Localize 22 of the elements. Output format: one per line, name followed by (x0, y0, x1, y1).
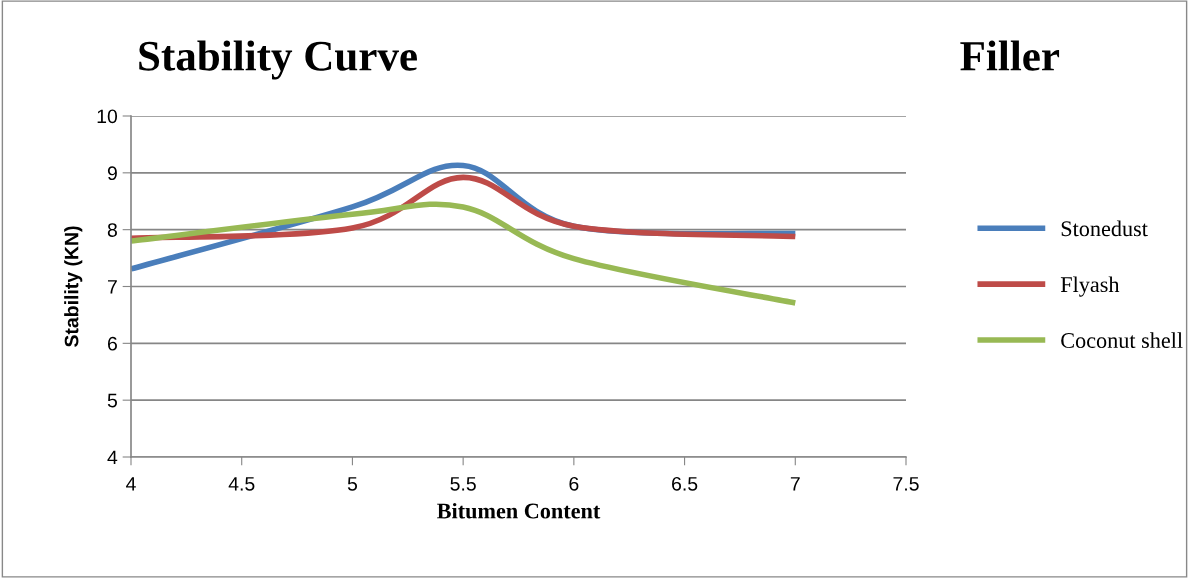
x-tick-label: 7.5 (893, 477, 919, 491)
x-tick-label: 6 (569, 476, 579, 491)
x-tick-label: 6.5 (672, 476, 698, 491)
chart-title: Stability Curve (139, 40, 417, 80)
y-tick-label: 4 (107, 450, 118, 465)
x-axis-title: Bitumen Content (437, 502, 601, 519)
legend-label: Stonedust (1061, 220, 1148, 237)
y-axis-title: Stability (KN) (64, 226, 83, 347)
x-tick-label: 4 (126, 477, 136, 491)
y-tick-label: 7 (107, 280, 117, 294)
y-tick-label: 6 (107, 336, 117, 351)
legend-label: Flyash (1060, 276, 1120, 297)
x-tick-label: 7 (790, 477, 800, 491)
x-tick-label: 5.5 (450, 477, 476, 491)
y-tick-label: 10 (97, 109, 118, 124)
y-tick-label: 8 (107, 223, 117, 237)
legend-label: Coconut shell (1061, 332, 1183, 349)
y-tick-label: 9 (107, 166, 117, 181)
x-tick-label: 4.5 (228, 477, 255, 491)
text: Filler (960, 40, 1060, 71)
x-tick-label: 5 (347, 477, 358, 491)
y-tick-label: 5 (107, 393, 117, 408)
